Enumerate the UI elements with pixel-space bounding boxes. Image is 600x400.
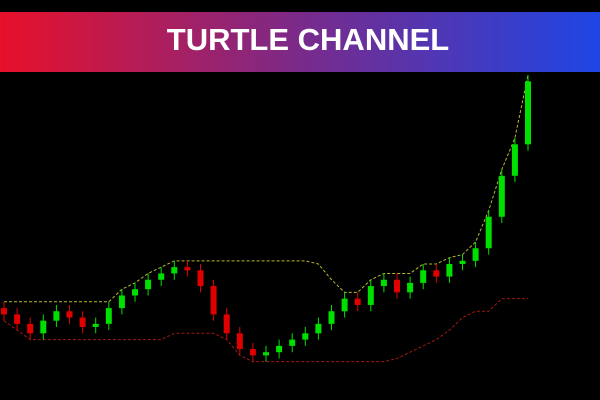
candle-body — [197, 270, 204, 287]
candle-body — [14, 314, 21, 324]
candle-body — [380, 279, 387, 287]
candle-body — [118, 295, 125, 309]
candle-body — [210, 286, 217, 315]
candle-body — [328, 311, 335, 324]
candle-body — [171, 267, 178, 274]
candle-body — [525, 81, 531, 145]
candle-body — [249, 349, 256, 356]
candle-body — [511, 144, 518, 176]
candle-body — [394, 279, 400, 293]
candle-body — [92, 323, 99, 327]
title-banner — [0, 12, 600, 72]
candle-body — [66, 311, 73, 318]
candle-body — [498, 175, 505, 217]
candle-body — [485, 216, 492, 249]
candle-body — [354, 298, 361, 305]
candle-body — [472, 248, 479, 261]
candle-body — [446, 264, 453, 277]
chart-title: TURTLE CHANNEL — [167, 22, 449, 57]
candle-body — [1, 308, 7, 315]
candle-body — [132, 289, 138, 296]
candle-body — [223, 314, 230, 334]
candle-body — [367, 286, 374, 305]
candle-body — [53, 311, 60, 321]
candle-body — [433, 270, 440, 277]
candle-body — [341, 298, 348, 312]
candle-body — [27, 323, 34, 334]
candle-body — [79, 317, 86, 327]
candle-body — [459, 260, 466, 264]
candle-body — [145, 279, 152, 290]
channel-line — [4, 74, 529, 303]
candle-body — [184, 267, 191, 271]
candle-body — [315, 323, 322, 334]
candle-body — [420, 270, 427, 283]
candle-body — [289, 339, 296, 346]
candle-body — [105, 308, 112, 324]
candle-body — [236, 333, 243, 350]
candle-body — [40, 320, 47, 334]
channel-line — [3, 298, 528, 363]
candle-body — [302, 333, 309, 340]
candle-body — [276, 345, 283, 353]
candle-body — [263, 352, 269, 356]
candle-body — [158, 273, 165, 280]
candle-body — [407, 282, 414, 293]
